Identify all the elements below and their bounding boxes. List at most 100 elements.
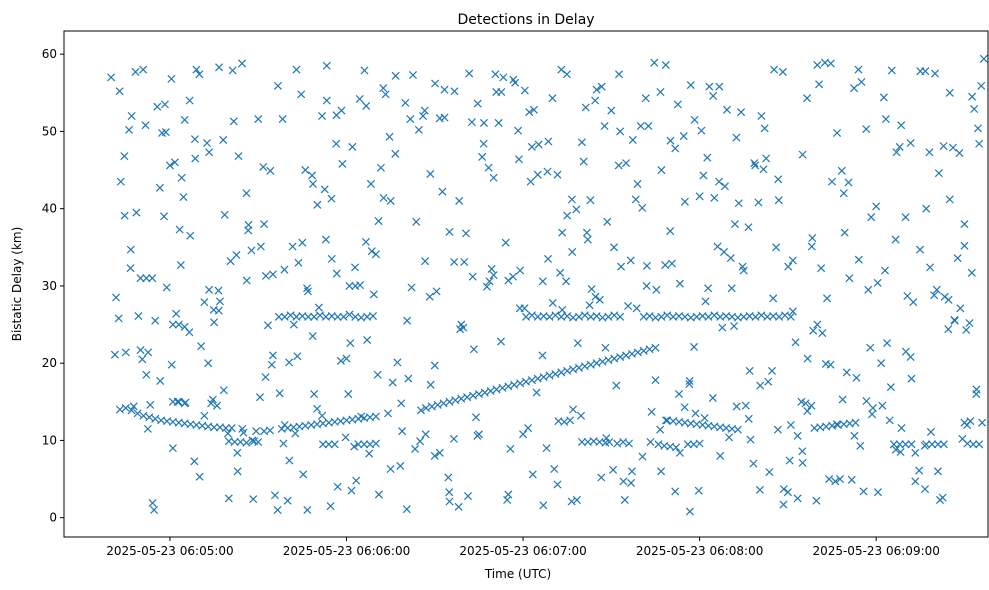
data-point [558,228,567,237]
data-point [440,85,449,94]
data-point [121,348,130,357]
data-point [533,374,542,383]
data-point [479,139,488,148]
data-point [885,416,894,425]
data-point [367,247,376,256]
data-point [895,440,904,449]
data-point [741,401,750,410]
data-point [887,66,896,75]
data-point [142,370,151,379]
data-point [671,487,680,496]
data-point [138,355,147,364]
data-point [633,348,642,357]
data-point [852,373,861,382]
data-point [186,231,195,240]
data-point [695,439,704,448]
data-point [592,312,601,321]
data-point [825,475,834,484]
data-point [960,241,969,250]
data-point [195,472,204,481]
data-point [456,325,465,334]
data-point [238,59,247,68]
data-point [609,243,619,252]
data-point [473,431,482,440]
data-point [516,379,525,388]
data-point [759,165,768,174]
data-point [933,440,942,449]
data-point [878,401,887,410]
data-point [151,316,160,325]
data-point [837,166,846,175]
data-point [646,437,655,447]
data-point [567,497,576,506]
data-point [492,385,501,394]
data-point [558,305,567,314]
data-point [744,414,753,423]
data-point [921,485,930,494]
data-point [667,259,676,268]
data-point [176,261,185,270]
data-point [386,464,395,474]
data-point [133,409,142,418]
data-point [273,505,282,514]
data-point [420,106,429,115]
data-point [288,242,297,251]
data-point [160,100,169,109]
data-point [303,505,312,514]
data-point [274,312,283,321]
data-point [330,440,339,449]
data-point [139,411,148,420]
y-tick-label: 60 [42,47,57,61]
data-point [267,360,276,369]
data-point [642,261,651,270]
data-point [411,444,420,453]
data-point [190,457,199,466]
axes: 0 10 20 30 40 50 60 2025-05-23 06:05:00 2025-05-… [42,47,940,558]
data-point [115,405,124,414]
data-point [322,61,331,70]
data-point [494,118,503,127]
data-point [406,115,415,124]
data-point [426,380,435,389]
data-point [347,486,356,495]
plot-area-frame [63,30,989,538]
data-point [577,437,586,447]
data-point [293,352,302,361]
data-point [498,383,507,392]
data-point [617,262,626,271]
data-point [686,81,695,90]
data-point [548,94,557,103]
data-point [891,235,900,244]
data-point [842,368,851,377]
data-point [614,161,623,170]
data-point [280,312,289,321]
data-point [374,490,383,499]
data-point [922,204,931,213]
data-point [965,318,974,328]
data-point [259,162,268,171]
data-point [638,452,647,461]
data-point [273,81,282,90]
data-point [110,350,119,359]
data-point [127,406,136,415]
data-point [580,311,589,320]
data-point [208,395,217,404]
data-point [313,404,322,413]
data-point [185,96,194,105]
data-point [322,96,331,105]
data-point [674,390,684,399]
data-point [174,397,183,406]
data-point [926,263,935,272]
data-point [895,142,904,151]
x-tick-label: 2025-05-23 06:06:00 [283,544,410,558]
data-point [928,440,937,449]
data-point [960,220,969,229]
data-point [600,121,609,131]
data-point [933,467,942,476]
data-point [651,376,660,385]
data-point [504,382,513,391]
data-point [521,312,531,321]
data-point [480,388,489,397]
data-point [751,312,760,321]
